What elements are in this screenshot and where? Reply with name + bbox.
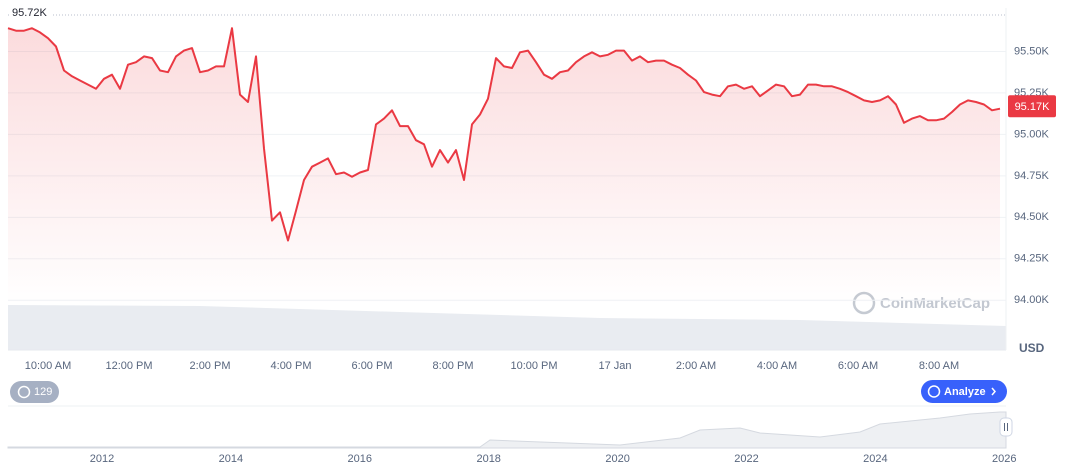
navigator-year: 2012 (90, 453, 114, 465)
x-tick-label: 2:00 AM (676, 360, 716, 372)
price-line (7, 27, 1001, 242)
y-tick-label: 95.00K (1014, 128, 1050, 140)
navigator-year: 2022 (734, 453, 758, 465)
analyze-button[interactable] (921, 380, 1007, 403)
navigator-year: 2016 (348, 453, 372, 465)
x-tick-label: 6:00 PM (352, 360, 393, 372)
navigator-handle[interactable] (999, 417, 1013, 437)
navigator-year: 2020 (605, 453, 629, 465)
x-tick-label: 8:00 AM (919, 360, 959, 372)
navigator-year: 2026 (992, 453, 1016, 465)
navigator-year: 2014 (219, 453, 243, 465)
x-tick-label: 10:00 PM (510, 360, 557, 372)
x-tick-label: 12:00 PM (105, 360, 152, 372)
y-unit: USD (1019, 341, 1045, 355)
navigator-year: 2018 (476, 453, 500, 465)
volume-bars (8, 305, 1006, 350)
x-tick-label: 4:00 AM (757, 360, 797, 372)
x-tick-label: 8:00 PM (433, 360, 474, 372)
history-icon (17, 385, 31, 399)
y-tick-label: 94.00K (1014, 294, 1050, 306)
x-tick-label: 17 Jan (598, 360, 631, 372)
y-tick-label: 94.50K (1014, 211, 1050, 223)
analyze-icon (927, 385, 941, 398)
current-price-tag (1008, 95, 1056, 118)
x-tick-label: 6:00 AM (838, 360, 878, 372)
analyze-label: Analyze (944, 386, 986, 398)
price-area (8, 28, 1000, 305)
y-tick-label: 94.25K (1014, 253, 1050, 265)
volume-area (8, 305, 1006, 350)
x-tick-label: 4:00 PM (271, 360, 312, 372)
x-tick-label: 10:00 AM (25, 360, 71, 372)
history-count: 129 (34, 386, 52, 398)
x-tick-label: 2:00 PM (190, 360, 231, 372)
y-tick-label: 94.75K (1014, 170, 1050, 182)
navigator-year: 2024 (863, 453, 887, 465)
high-label: 95.72K (12, 7, 48, 19)
y-tick-label: 95.50K (1014, 45, 1050, 57)
high-label-bg (9, 5, 53, 20)
analyze-chevron (991, 387, 996, 396)
current-price-label: 95.17K (1015, 101, 1051, 113)
